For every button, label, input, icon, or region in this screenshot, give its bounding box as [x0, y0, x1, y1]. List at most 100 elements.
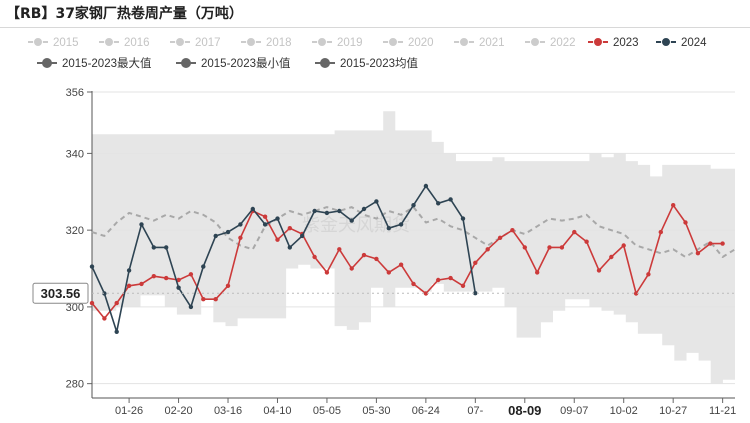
title-divider	[0, 27, 750, 28]
gridlines	[92, 91, 735, 385]
data-point	[398, 222, 404, 227]
y-tick-label: 340	[66, 148, 84, 160]
legend-item-2017[interactable]: 2017	[170, 37, 221, 49]
data-point	[423, 183, 429, 189]
data-point	[572, 229, 577, 235]
legend-item-2022[interactable]: 2022	[525, 37, 576, 49]
watermark-text: 紫金天风期货	[302, 215, 410, 236]
data-point	[262, 214, 268, 219]
data-point	[126, 268, 132, 273]
data-point	[89, 300, 95, 306]
x-tick-label: 05-05	[313, 405, 341, 417]
data-point	[250, 206, 255, 212]
pointer-label: 303.56	[41, 286, 81, 301]
legend-marker-icon	[388, 37, 398, 47]
data-point	[324, 210, 330, 216]
legend-label: 2016	[124, 37, 150, 49]
legend-label: 2017	[195, 37, 221, 49]
data-point	[361, 252, 367, 258]
min-max-band	[92, 111, 735, 384]
legend-marker-icon	[317, 37, 327, 47]
legend-label: 2015-2023最小值	[201, 57, 291, 70]
series-2023	[89, 203, 725, 321]
data-point	[151, 274, 156, 279]
data-point	[188, 272, 194, 277]
data-point	[596, 268, 602, 273]
band-area	[92, 111, 735, 384]
data-point	[225, 283, 231, 288]
legend-item-2015-2023最小值[interactable]: 2015-2023最小值	[176, 57, 291, 70]
data-point	[176, 277, 181, 283]
legend-item-2015-2023最大值[interactable]: 2015-2023最大值	[37, 56, 152, 70]
data-point	[287, 245, 292, 250]
legend-item-2015-2023均值[interactable]: 2015-2023均值	[315, 57, 418, 70]
legend-label: 2015-2023均值	[340, 57, 418, 70]
data-point	[324, 270, 330, 275]
data-point	[312, 254, 317, 260]
legend-label: 2019	[337, 37, 363, 49]
data-point	[646, 272, 651, 277]
legend-marker-icon	[530, 37, 540, 47]
data-point	[374, 256, 379, 262]
legend-marker-icon	[593, 37, 603, 47]
legend-item-2016[interactable]: 2016	[99, 37, 150, 49]
x-tick-label: 02-20	[164, 405, 192, 417]
data-point	[609, 254, 614, 260]
data-point	[411, 281, 416, 287]
y-tick-label: 300	[66, 302, 84, 314]
data-point	[708, 241, 713, 246]
legend-item-2023[interactable]: 2023	[588, 37, 639, 49]
data-point	[386, 270, 391, 275]
data-point	[151, 245, 156, 250]
x-tick-label: 06-24	[412, 405, 440, 417]
legend-marker-icon	[661, 37, 671, 47]
data-point	[448, 275, 453, 281]
legend-marker-icon	[459, 37, 469, 47]
legend-item-2015[interactable]: 2015	[28, 37, 79, 49]
data-point	[176, 285, 181, 290]
y-tick-label: 280	[66, 379, 84, 391]
data-point	[473, 291, 478, 296]
data-point	[114, 329, 119, 334]
data-point	[436, 201, 441, 206]
legend-marker-icon	[175, 37, 185, 47]
legend-item-2024[interactable]: 2024	[656, 37, 707, 49]
data-point	[559, 245, 565, 250]
data-point	[695, 251, 701, 256]
data-point	[139, 281, 144, 287]
data-point	[188, 304, 194, 310]
data-point	[683, 220, 688, 225]
x-tick-label: 11-21	[709, 405, 736, 417]
data-point	[485, 247, 490, 252]
chart-title: 【RB】37家钢厂热卷周产量（万吨）	[6, 6, 243, 22]
data-point	[522, 245, 527, 250]
legend-item-2021[interactable]: 2021	[454, 37, 505, 49]
data-point	[720, 241, 725, 246]
data-point	[201, 264, 206, 269]
legend-label: 2023	[613, 37, 639, 49]
data-point	[448, 197, 453, 202]
legend-label: 2020	[408, 37, 434, 49]
legend-marker-icon	[104, 37, 114, 47]
data-point	[398, 262, 404, 267]
data-point	[423, 291, 429, 296]
series-2024	[89, 183, 478, 334]
x-tick-label: 01-26	[115, 405, 143, 417]
data-point	[102, 291, 107, 296]
legend-label: 2015	[53, 37, 79, 49]
data-point	[374, 199, 379, 204]
x-tick-label: 05-30	[362, 405, 390, 417]
x-tick-label: 03-16	[214, 405, 242, 417]
legend-marker-icon	[33, 37, 43, 47]
y-axis-pointer: 303.56	[32, 282, 735, 304]
legend-item-2018[interactable]: 2018	[241, 37, 292, 49]
data-point	[349, 266, 354, 271]
data-point	[275, 237, 280, 242]
x-tick-label: 08-09	[508, 403, 541, 418]
x-tick-label: 10-02	[610, 405, 638, 417]
x-tick-label: 04-10	[263, 405, 291, 417]
legend-label: 2021	[479, 37, 505, 49]
legend-item-2020[interactable]: 2020	[383, 37, 434, 49]
legend-item-2019[interactable]: 2019	[312, 37, 363, 49]
